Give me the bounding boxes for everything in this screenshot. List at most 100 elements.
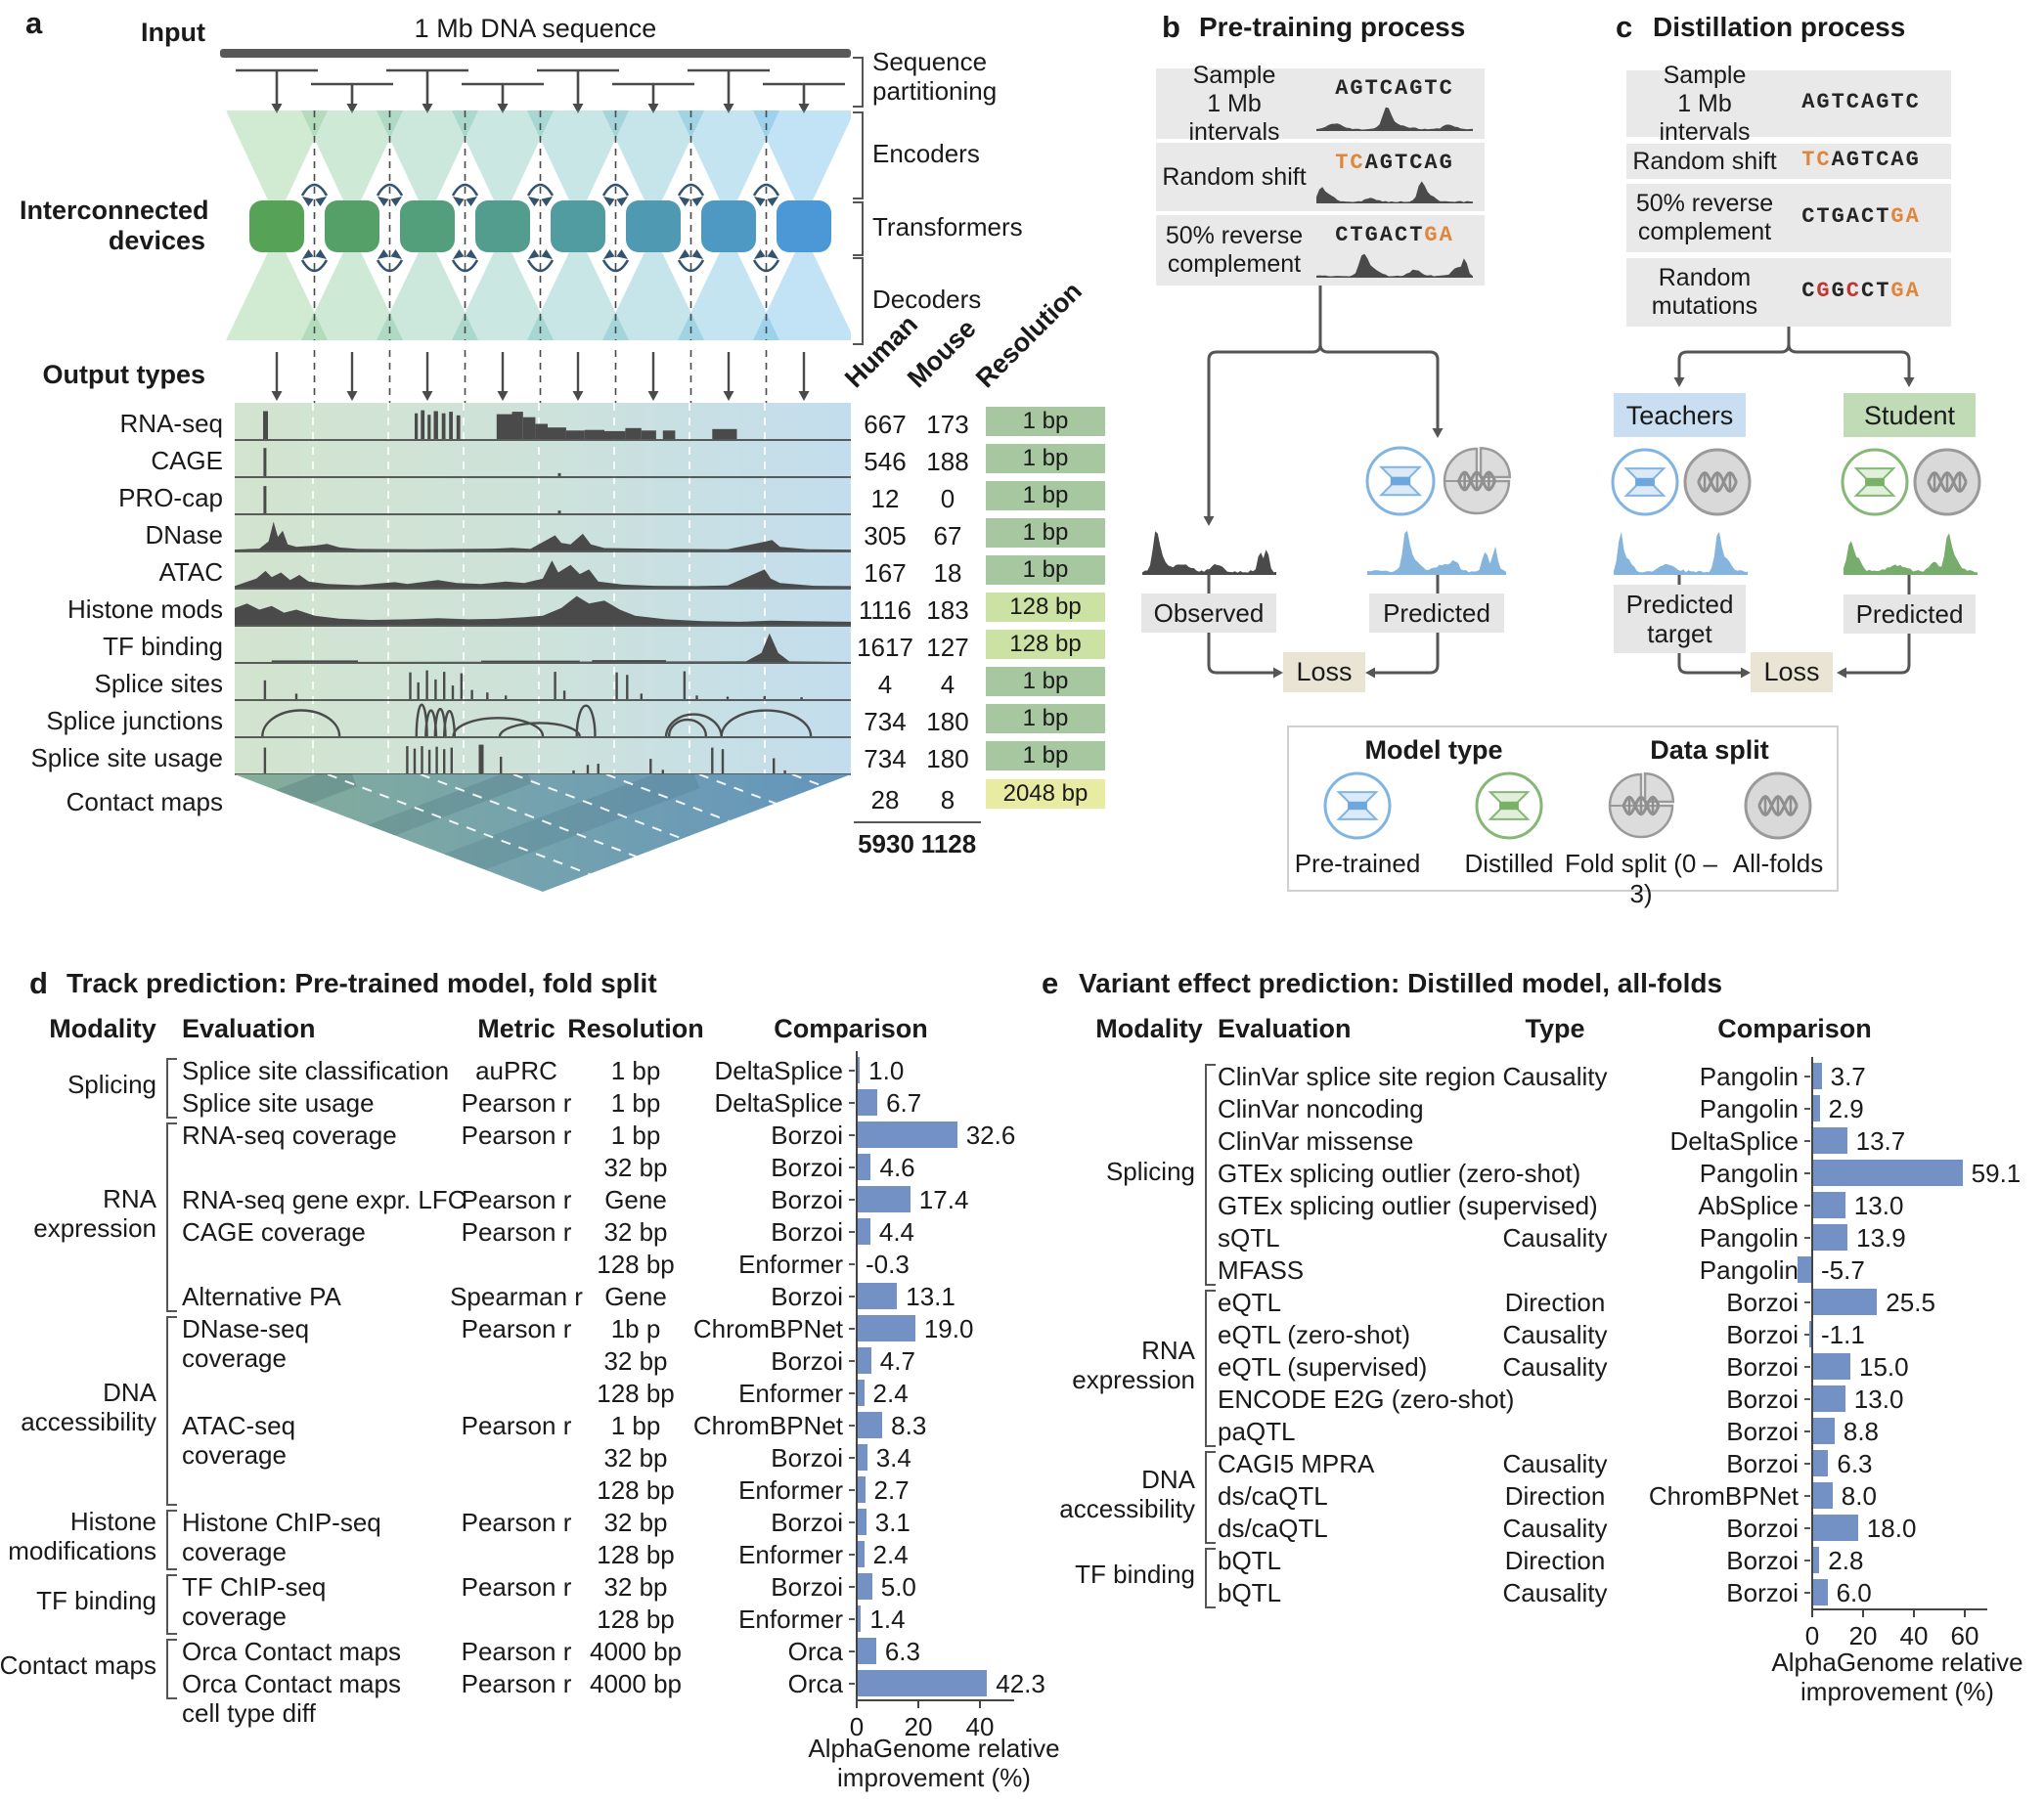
value-bar (1809, 1321, 1812, 1347)
value-label: -5.7 (1821, 1255, 1865, 1285)
value-bar (1812, 1192, 1845, 1218)
resolution-chip: 128 bp (986, 630, 1105, 659)
axis-tick (1913, 1608, 1915, 1617)
value-label: 17.4 (918, 1185, 969, 1214)
track-mouse-count: 0 (940, 484, 955, 513)
metric-cell: Pearson r (461, 1637, 572, 1666)
evaluation-cell: ds/caQTL (1218, 1514, 1328, 1543)
comparison-cell: Borzoi (771, 1508, 843, 1537)
value-label: 2.9 (1828, 1094, 1864, 1123)
track-human-count: 1617 (857, 633, 913, 662)
row-tick (849, 1070, 855, 1072)
transformer-block (325, 200, 379, 252)
panel-b-title: Pre-training process (1199, 12, 1466, 42)
totals-rule (854, 821, 981, 823)
sequence-partitioning-label: Sequence partitioning (872, 47, 998, 106)
sequence-segment: AGTCAGTC (1335, 76, 1454, 101)
value-label: 8.3 (891, 1411, 927, 1440)
chart-axis-x (1811, 1608, 1987, 1610)
modality-bracket (166, 1510, 177, 1570)
track-label: PRO-cap (118, 483, 223, 512)
axis-tick-label: 0 (1804, 1621, 1820, 1650)
value-bar (857, 1057, 861, 1083)
human-total: 5930 (858, 829, 914, 858)
value-label: 2.4 (872, 1379, 909, 1408)
row-tick (849, 1360, 855, 1362)
resolution-cell: 4000 bp (590, 1669, 682, 1698)
process-step-label: Random shift (1632, 147, 1777, 175)
comparison-cell: Borzoi (1726, 1352, 1799, 1382)
evaluation-cell: Splice site classification (182, 1056, 450, 1085)
value-label: 2.8 (1828, 1546, 1864, 1575)
transformer-block (701, 200, 756, 252)
value-bar (857, 1347, 871, 1374)
resolution-cell: 32 bp (603, 1572, 668, 1602)
track-mouse-count: 180 (926, 744, 969, 773)
process-step-label: Sample 1 Mb intervals (1659, 61, 1751, 146)
resolution-chip: 1 bp (986, 704, 1105, 733)
sequence-segment: C (1801, 279, 1817, 303)
comparison-cell: Pangolin (1699, 1255, 1799, 1285)
axis-tick-label: 0 (849, 1712, 865, 1741)
row-tick (1804, 1463, 1810, 1465)
row-tick (849, 1457, 855, 1459)
bracket-sequence-partitioning (853, 57, 864, 108)
metric-cell: Pearson r (461, 1508, 572, 1537)
row-tick (1804, 1430, 1810, 1432)
value-bar (857, 1573, 872, 1600)
loss-box: Loss (1751, 652, 1833, 692)
sequence-segment: CTGACT (1335, 223, 1425, 247)
comparison-cell: Borzoi (1726, 1578, 1799, 1607)
value-label: 8.0 (1841, 1481, 1877, 1511)
value-bar (857, 1218, 870, 1245)
legend-item-label: Pre-trained (1294, 849, 1421, 878)
metric-cell: Pearson r (461, 1572, 572, 1602)
column-header: Modality (1095, 1014, 1203, 1043)
track-mouse-count: 188 (926, 447, 969, 476)
row-tick (849, 1650, 855, 1652)
dna-sequence-text: AGTCAGTC (1311, 76, 1479, 101)
comparison-cell: ChromBPNet (692, 1411, 843, 1440)
modality-label: Histone modifications (8, 1507, 156, 1565)
track-mouse-count: 18 (933, 558, 962, 588)
resolution-cell: 1 bp (610, 1056, 661, 1085)
encoders-label: Encoders (872, 139, 980, 168)
value-label: 5.0 (880, 1572, 916, 1602)
value-label: 3.7 (1830, 1062, 1866, 1091)
row-tick (1804, 1205, 1810, 1207)
comparison-cell: Borzoi (771, 1217, 843, 1247)
column-header: Evaluation (182, 1014, 316, 1043)
track-human-count: 667 (864, 410, 907, 439)
metric-cell: Pearson r (461, 1121, 572, 1150)
panel-b-label: b (1162, 10, 1180, 44)
comparison-cell: Enformer (738, 1379, 843, 1408)
resolution-cell: 128 bp (597, 1250, 675, 1279)
value-bar (857, 1541, 865, 1567)
axis-tick-label: 60 (1950, 1621, 1979, 1650)
sequence-segment: C (1845, 279, 1861, 303)
legend: Model type Data split Pre-trained Distill… (1287, 726, 1839, 908)
process-step: Random shift TCAGTCAG (1156, 143, 1485, 211)
metric-cell: Spearman r (450, 1282, 583, 1311)
panel-d-axis-label: AlphaGenome relative improvement (%) (808, 1734, 1060, 1792)
row-tick (849, 1166, 855, 1168)
comparison-cell: Pangolin (1699, 1094, 1799, 1123)
mini-signal (1316, 181, 1473, 203)
evaluation-cell: ClinVar splice site region (1218, 1062, 1496, 1091)
evaluation-cell: GTEx splicing outlier (supervised) (1218, 1191, 1598, 1220)
evaluation-cell: Orca Contact maps (182, 1637, 401, 1666)
sequence-segment: CT (1861, 279, 1891, 303)
value-label: 13.0 (1853, 1191, 1904, 1220)
axis-tick-label: 40 (1899, 1621, 1929, 1650)
value-bar (857, 1380, 865, 1406)
row-tick (849, 1328, 855, 1330)
row-tick (1804, 1592, 1810, 1594)
modality-bracket (166, 1639, 177, 1699)
resolution-cell: Gene (604, 1185, 667, 1214)
resolution-chip: 128 bp (986, 593, 1105, 622)
value-label: 3.4 (875, 1443, 911, 1473)
evaluation-cell: paQTL (1218, 1417, 1296, 1446)
sequence-segment: AGTCAGTC (1801, 90, 1921, 114)
bracket-decoders (853, 257, 864, 345)
process-step: Random shift TCAGTCAG (1626, 144, 1951, 179)
